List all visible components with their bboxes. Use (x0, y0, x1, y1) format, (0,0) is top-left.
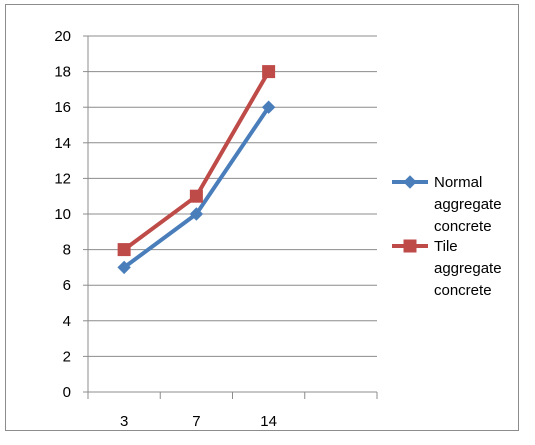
data-point (261, 100, 276, 114)
y-tick-label: 10 (54, 206, 71, 223)
series-line (122, 106, 271, 270)
legend-marker (403, 239, 417, 253)
x-tick-label: 3 (120, 413, 128, 430)
series-1 (117, 65, 276, 257)
data-point (189, 189, 203, 203)
y-tick-label: 20 (54, 28, 71, 45)
y-tick-label: 8 (63, 242, 71, 259)
legend-label: Normal (434, 174, 482, 191)
gridlines (88, 35, 377, 357)
legend-marker (403, 175, 417, 189)
axes: 0 2 4 6 8 10 12 14 16 18 20 3 7 14 (54, 28, 378, 430)
y-tick-label: 16 (54, 99, 71, 116)
data-point (117, 260, 131, 275)
legend-label: aggregate (434, 260, 502, 277)
y-tick-label: 6 (63, 277, 71, 294)
x-tick-label: 14 (260, 413, 277, 430)
y-tick-label: 12 (54, 170, 71, 187)
y-tick-label: 2 (63, 348, 71, 365)
y-tick-label: 0 (63, 384, 71, 401)
y-tick-label: 4 (63, 313, 71, 330)
legend-label: aggregate (434, 196, 502, 213)
data-point (117, 243, 131, 257)
legend: Normal aggregate concrete Tile aggregate conc… (392, 174, 502, 299)
series-0 (117, 100, 276, 275)
y-tick-label: 14 (54, 135, 71, 152)
legend-label: Tile (434, 238, 458, 255)
legend-item-1: Tile aggregate concrete (392, 238, 502, 299)
data-point (262, 65, 276, 79)
legend-label: concrete (434, 282, 492, 299)
chart-area (5, 4, 519, 431)
x-tick-label: 7 (192, 413, 200, 430)
series-group (117, 65, 276, 275)
legend-item-0: Normal aggregate concrete (392, 174, 502, 235)
data-point (189, 207, 204, 221)
legend-label: concrete (434, 218, 492, 235)
y-tick-label: 18 (54, 64, 71, 81)
series-line (122, 70, 271, 252)
